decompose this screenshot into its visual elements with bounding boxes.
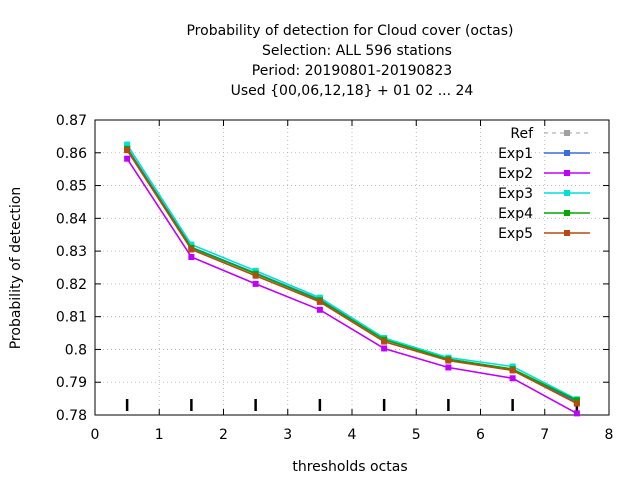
y-tick-label: 0.78	[56, 408, 87, 424]
legend-marker-exp2	[564, 170, 570, 176]
series-line-exp4	[126, 148, 578, 402]
x-tick-label: 2	[219, 427, 228, 443]
legend-label-exp2: Exp2	[498, 166, 533, 182]
y-tick-label: 0.81	[56, 310, 87, 326]
y-tick-label: 0.84	[56, 211, 87, 227]
series-layer	[124, 141, 580, 417]
legend-label-ref: Ref	[510, 126, 534, 142]
data-point-exp2	[573, 410, 580, 417]
title-line-4: Used {00,06,12,18} + 01 02 ... 24	[231, 83, 474, 99]
legend-label-exp5: Exp5	[498, 226, 533, 242]
data-point-exp4	[573, 397, 580, 404]
data-point-exp5	[381, 338, 388, 345]
x-tick-label: 6	[476, 427, 485, 443]
data-point-exp3	[124, 141, 131, 148]
data-point-exp5	[188, 246, 195, 253]
title-line-2: Selection: ALL 596 stations	[262, 43, 452, 59]
chart-title: Probability of detection for Cloud cover…	[186, 23, 513, 99]
y-tick-label: 0.87	[56, 113, 87, 129]
axes: 0 1 2 3 4 5 6 7 8 0.78 0.79 0.8 0.81 0.82 0.83 0.84 0.85…	[56, 113, 614, 443]
legend-marker-exp3	[564, 190, 570, 196]
x-tick-label: 7	[540, 427, 549, 443]
x-tick-label: 5	[412, 427, 421, 443]
grid	[95, 120, 609, 415]
x-axis-label: thresholds octas	[292, 459, 407, 475]
data-point-exp2	[381, 345, 388, 352]
y-tick-label: 0.86	[56, 146, 87, 162]
legend: Ref Exp1 Exp2 Exp3 Exp4 Exp5	[498, 126, 590, 242]
y-axis-label: Probability of detection	[8, 187, 24, 350]
data-point-exp3	[188, 241, 195, 248]
legend-marker-exp1	[564, 150, 570, 156]
data-point-exp2	[445, 364, 452, 371]
series-line-exp2	[126, 158, 578, 415]
y-tick-label: 0.8	[65, 342, 87, 358]
data-point-exp2	[252, 280, 259, 287]
y-tick-label: 0.82	[56, 277, 87, 293]
series-line-exp3	[126, 144, 578, 401]
legend-marker-exp4	[564, 210, 570, 216]
data-point-exp5	[573, 400, 580, 407]
data-point-exp5	[509, 367, 516, 374]
x-tick-label: 0	[91, 427, 100, 443]
legend-marker-ref	[564, 130, 570, 136]
data-point-exp2	[124, 155, 131, 162]
x-tick-label: 1	[155, 427, 164, 443]
legend-label-exp1: Exp1	[498, 146, 533, 162]
data-point-exp5	[316, 298, 323, 305]
legend-label-exp4: Exp4	[498, 206, 533, 222]
data-point-exp2	[188, 254, 195, 261]
series-line-exp5	[126, 149, 578, 405]
data-point-exp5	[252, 272, 259, 279]
threshold-marks	[125, 399, 579, 411]
data-point-exp5	[445, 357, 452, 364]
data-point-exp2	[509, 375, 516, 382]
title-line-3: Period: 20190801-20190823	[252, 63, 452, 79]
x-tick-label: 3	[283, 427, 292, 443]
x-tick-label: 8	[605, 427, 614, 443]
y-tick-label: 0.83	[56, 244, 87, 260]
plot-border	[94, 119, 610, 416]
x-tick-label: 4	[348, 427, 357, 443]
title-line-1: Probability of detection for Cloud cover…	[186, 23, 513, 39]
legend-label-exp3: Exp3	[498, 186, 533, 202]
y-tick-label: 0.79	[56, 375, 87, 391]
legend-marker-exp5	[564, 230, 570, 236]
data-point-exp2	[316, 306, 323, 313]
y-tick-label: 0.85	[56, 179, 87, 195]
data-point-exp5	[124, 147, 131, 154]
